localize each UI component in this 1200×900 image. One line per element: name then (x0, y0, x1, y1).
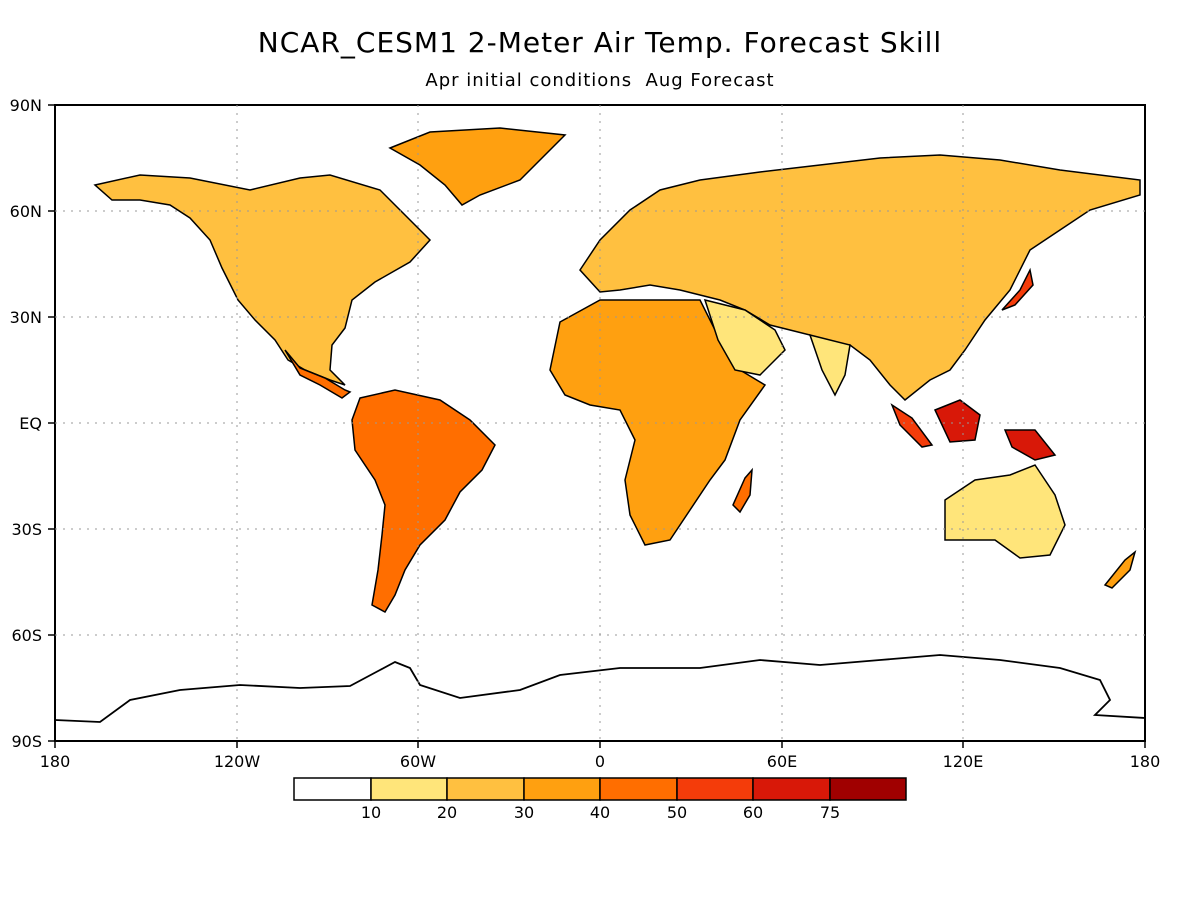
lon-label-120w: 120W (214, 752, 261, 771)
land-central-america (284, 349, 352, 399)
legend-colorbar (293, 777, 907, 801)
land-australia (944, 464, 1066, 559)
legend-label-10: 10 (361, 803, 381, 822)
legend-swatch-1 (370, 777, 448, 801)
lon-label-60w: 60W (400, 752, 436, 771)
lat-label-60n: 60N (10, 202, 42, 221)
legend-label-30: 30 (514, 803, 534, 822)
lat-label-30n: 30N (10, 308, 42, 327)
map-subtitle: Apr initial conditions Aug Forecast (425, 70, 775, 91)
legend-swatch-0 (293, 777, 372, 801)
land-south-america (351, 389, 496, 614)
legend-swatch-4 (599, 777, 678, 801)
land-borneo (933, 399, 981, 443)
lon-label-180e: 180 (1130, 752, 1161, 771)
land-new-guinea (1003, 429, 1057, 461)
legend-swatch-3 (523, 777, 601, 801)
land-japan (1001, 267, 1034, 311)
legend-label-40: 40 (590, 803, 610, 822)
lon-label-180w: 180 (40, 752, 71, 771)
legend-label-20: 20 (437, 803, 457, 822)
map-title: NCAR_CESM1 2-Meter Air Temp. Forecast Sk… (257, 26, 943, 59)
lon-label-0: 0 (595, 752, 605, 771)
lat-label-30s: 30S (11, 520, 42, 539)
legend-swatch-6 (752, 777, 831, 801)
lat-label-90s: 90S (11, 732, 42, 751)
legend-swatch-5 (676, 777, 754, 801)
land-eurasia (579, 154, 1141, 402)
legend-swatch-7 (829, 777, 907, 801)
tick-marks (48, 104, 1146, 748)
legend-label-75: 75 (820, 803, 840, 822)
land-madagascar (732, 467, 753, 514)
lat-label-eq: EQ (19, 414, 42, 433)
land-north-america (93, 174, 432, 386)
legend-labels: 10 20 30 40 50 60 75 (361, 803, 840, 822)
land-africa (549, 299, 767, 546)
land-india (808, 333, 851, 397)
land-antarctica (54, 654, 1146, 723)
lat-label-90n: 90N (10, 96, 42, 115)
lon-label-120e: 120E (943, 752, 984, 771)
legend-swatch-2 (446, 777, 525, 801)
lat-label-60s: 60S (11, 626, 42, 645)
lon-labels: 180 120W 60W 0 60E 120E 180 (40, 752, 1161, 771)
land-new-zealand (1103, 549, 1137, 589)
gridlines (55, 105, 1145, 741)
lon-label-60e: 60E (767, 752, 797, 771)
legend-label-60: 60 (743, 803, 763, 822)
land-greenland (388, 127, 567, 206)
legend-label-50: 50 (667, 803, 687, 822)
land-sumatra (890, 403, 934, 448)
land-arabia (703, 298, 786, 376)
land-areas (54, 127, 1146, 723)
lat-labels: 90N 60N 30N EQ 30S 60S 90S (10, 96, 42, 751)
